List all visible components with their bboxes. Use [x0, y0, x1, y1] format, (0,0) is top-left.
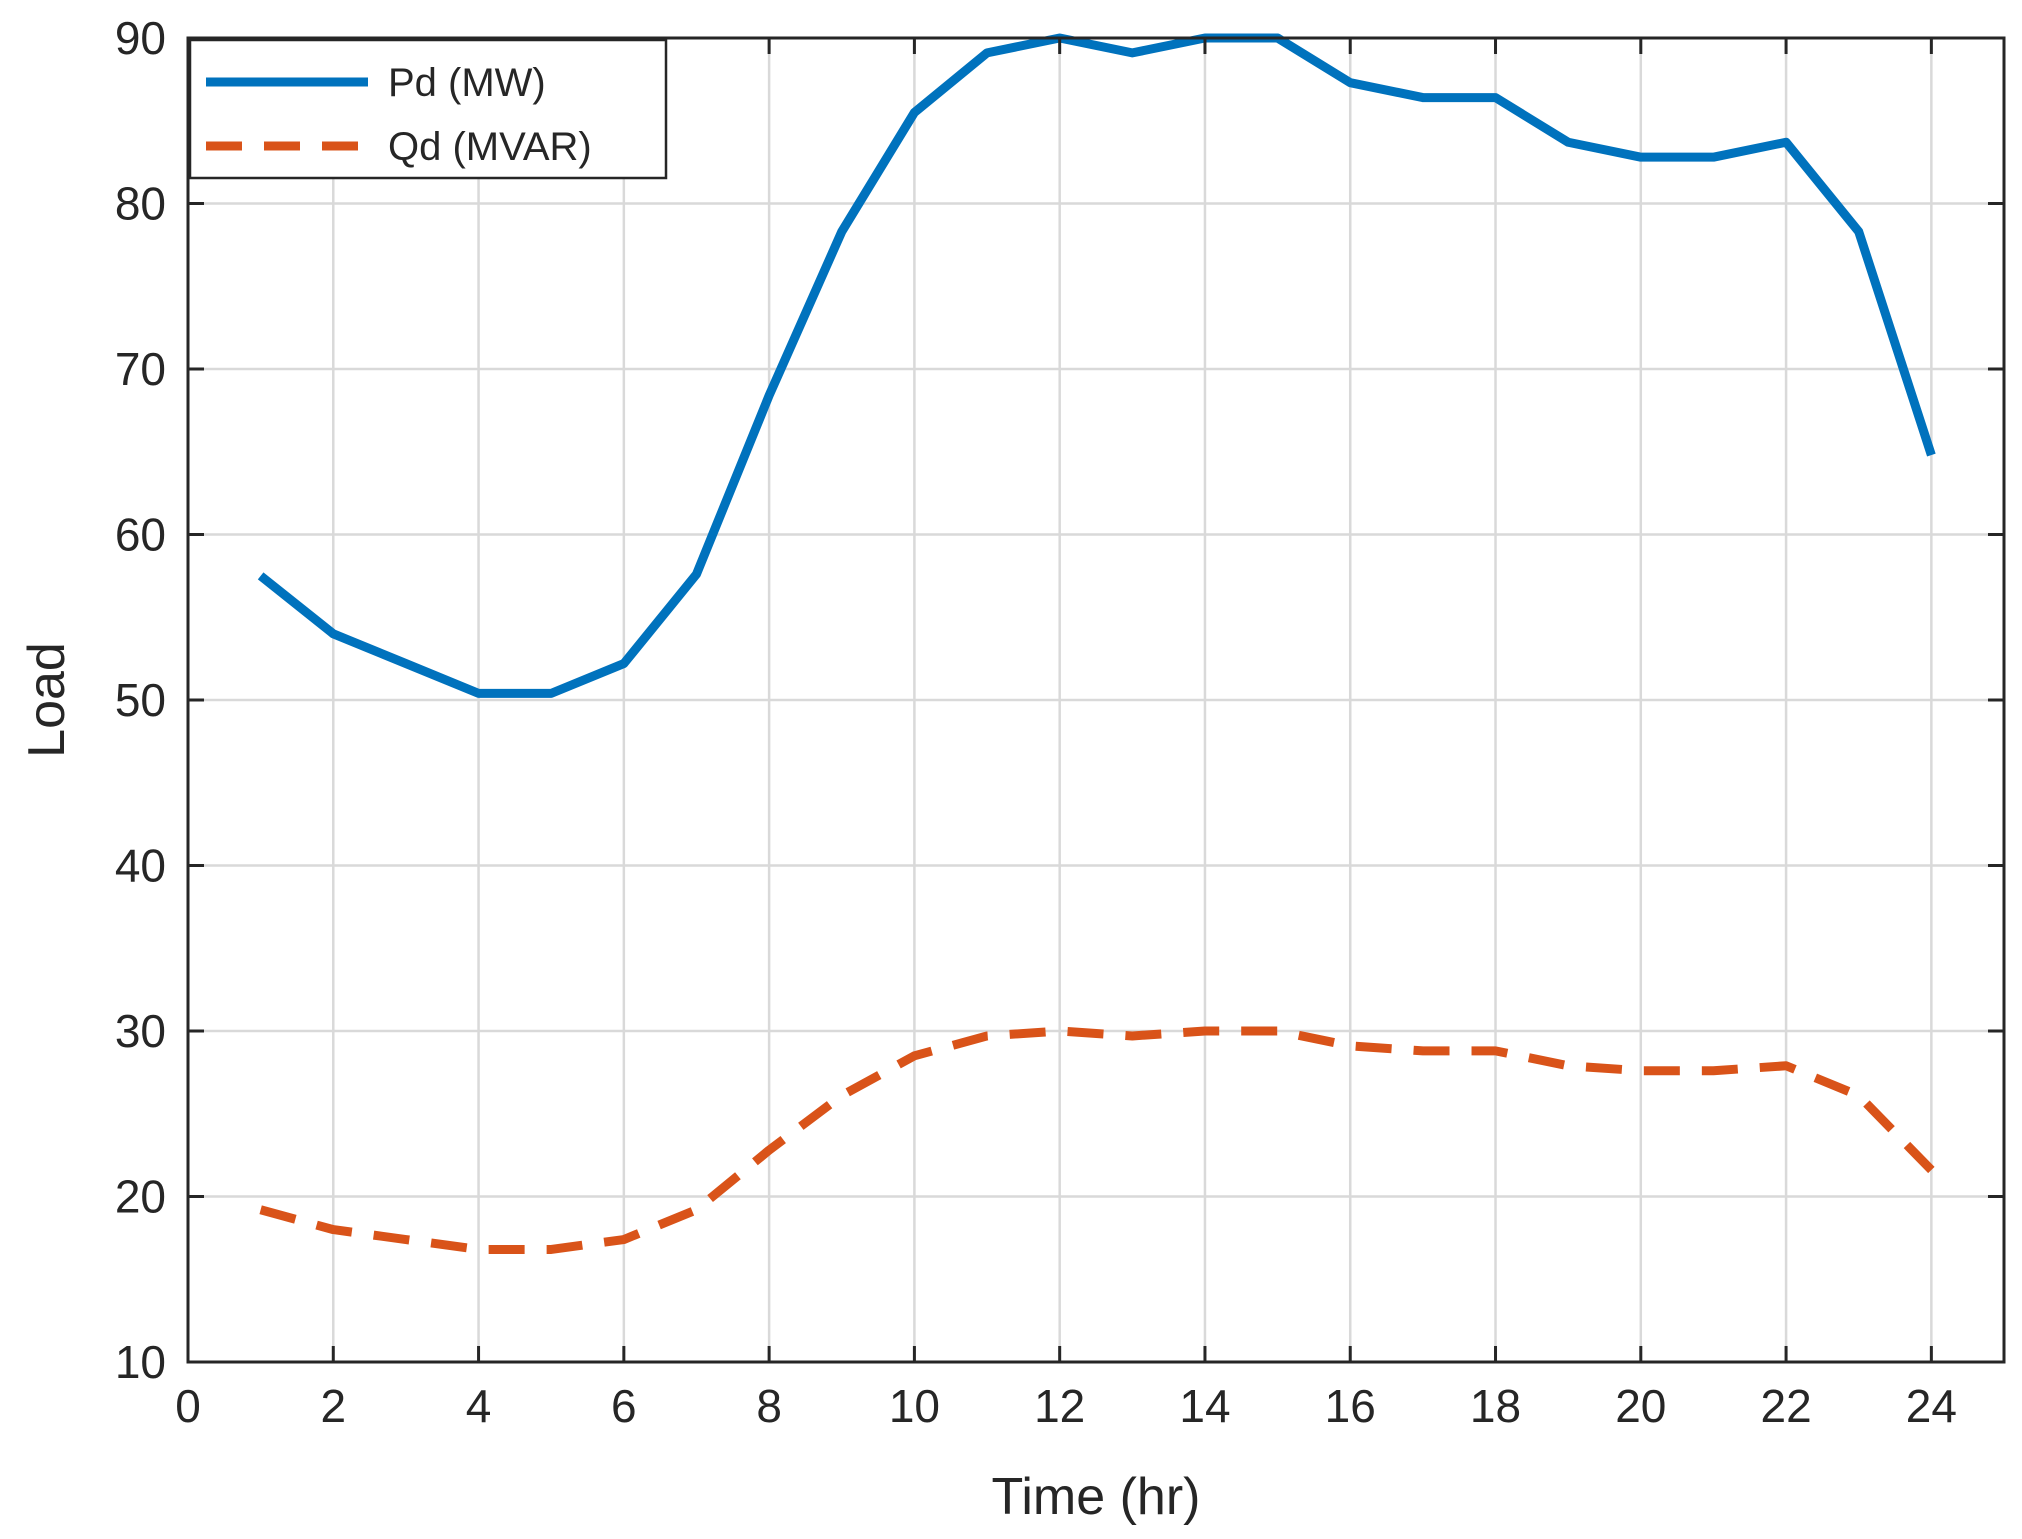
- x-tick-label: 10: [889, 1380, 940, 1432]
- x-tick-label: 8: [756, 1380, 782, 1432]
- x-tick-label: 16: [1325, 1380, 1376, 1432]
- x-tick-label: 24: [1906, 1380, 1957, 1432]
- legend[interactable]: Pd (MW) Qd (MVAR): [188, 38, 668, 180]
- x-tick-label: 18: [1470, 1380, 1521, 1432]
- y-tick-label: 20: [115, 1171, 166, 1223]
- x-tick-label: 20: [1615, 1380, 1666, 1432]
- x-tick-label: 0: [175, 1380, 201, 1432]
- legend-box: [188, 38, 668, 180]
- y-tick-label: 70: [115, 343, 166, 395]
- y-tick-label: 30: [115, 1005, 166, 1057]
- y-tick-label: 80: [115, 178, 166, 230]
- x-tick-label: 6: [611, 1380, 637, 1432]
- x-tick-label: 14: [1179, 1380, 1230, 1432]
- series-layer: [257, 33, 1936, 1254]
- legend-entry-pd: Pd (MW): [388, 61, 546, 105]
- y-tick-label: 40: [115, 840, 166, 892]
- x-tick-label: 2: [320, 1380, 346, 1432]
- x-tick-label: 22: [1760, 1380, 1811, 1432]
- x-axis-label: Time (hr): [992, 1468, 1201, 1526]
- y-tick-label: 90: [115, 12, 166, 64]
- legend-entry-qd: Qd (MVAR): [388, 125, 592, 169]
- y-tick-label: 10: [115, 1336, 166, 1388]
- x-tick-label: 4: [466, 1380, 492, 1432]
- x-tick-label: 12: [1034, 1380, 1085, 1432]
- series-line-qd: [259, 1026, 1935, 1254]
- series-line-pd: [257, 33, 1936, 698]
- y-axis-label: Load: [18, 642, 76, 758]
- y-tick-label: 50: [115, 674, 166, 726]
- y-tick-label: 60: [115, 509, 166, 561]
